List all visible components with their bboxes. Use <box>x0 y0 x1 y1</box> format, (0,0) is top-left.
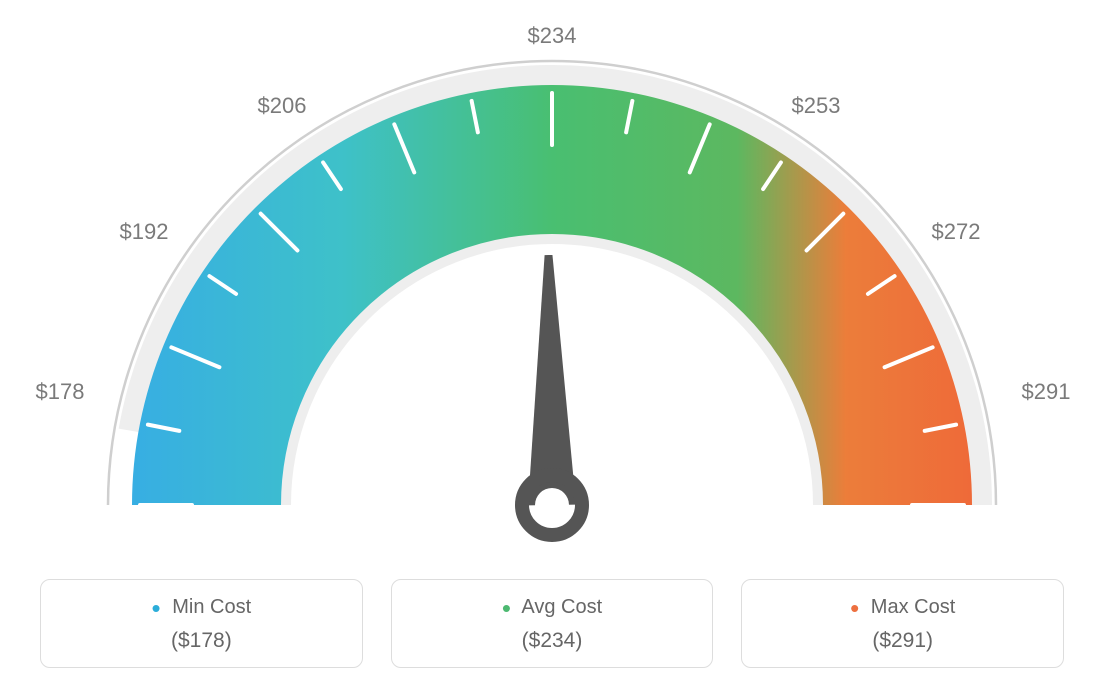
gauge-tick-label: $206 <box>258 93 307 119</box>
avg-cost-card: • Avg Cost ($234) <box>391 579 714 668</box>
min-cost-label: Min Cost <box>172 596 251 618</box>
summary-cards: • Min Cost ($178) • Avg Cost ($234) • Ma… <box>40 579 1064 668</box>
dot-icon: • <box>152 593 161 623</box>
gauge-chart-container: { "gauge": { "type": "gauge", "min_value… <box>0 0 1104 690</box>
dot-icon: • <box>850 593 859 623</box>
max-cost-title: • Max Cost <box>752 596 1053 619</box>
max-cost-value: ($291) <box>752 629 1053 653</box>
gauge-tick-label: $253 <box>792 93 841 119</box>
gauge-tick-label: $291 <box>1022 379 1071 405</box>
min-cost-value: ($178) <box>51 629 352 653</box>
dot-icon: • <box>502 593 511 623</box>
min-cost-title: • Min Cost <box>51 596 352 619</box>
gauge-tick-label: $178 <box>36 379 85 405</box>
avg-cost-value: ($234) <box>402 629 703 653</box>
gauge-tick-label: $272 <box>932 219 981 245</box>
max-cost-card: • Max Cost ($291) <box>741 579 1064 668</box>
gauge: $178 $192 $206 $234 $253 $272 $291 <box>0 0 1104 560</box>
gauge-tick-label: $192 <box>120 219 169 245</box>
min-cost-card: • Min Cost ($178) <box>40 579 363 668</box>
gauge-tick-label: $234 <box>528 23 577 49</box>
max-cost-label: Max Cost <box>871 596 955 618</box>
avg-cost-label: Avg Cost <box>521 596 602 618</box>
avg-cost-title: • Avg Cost <box>402 596 703 619</box>
